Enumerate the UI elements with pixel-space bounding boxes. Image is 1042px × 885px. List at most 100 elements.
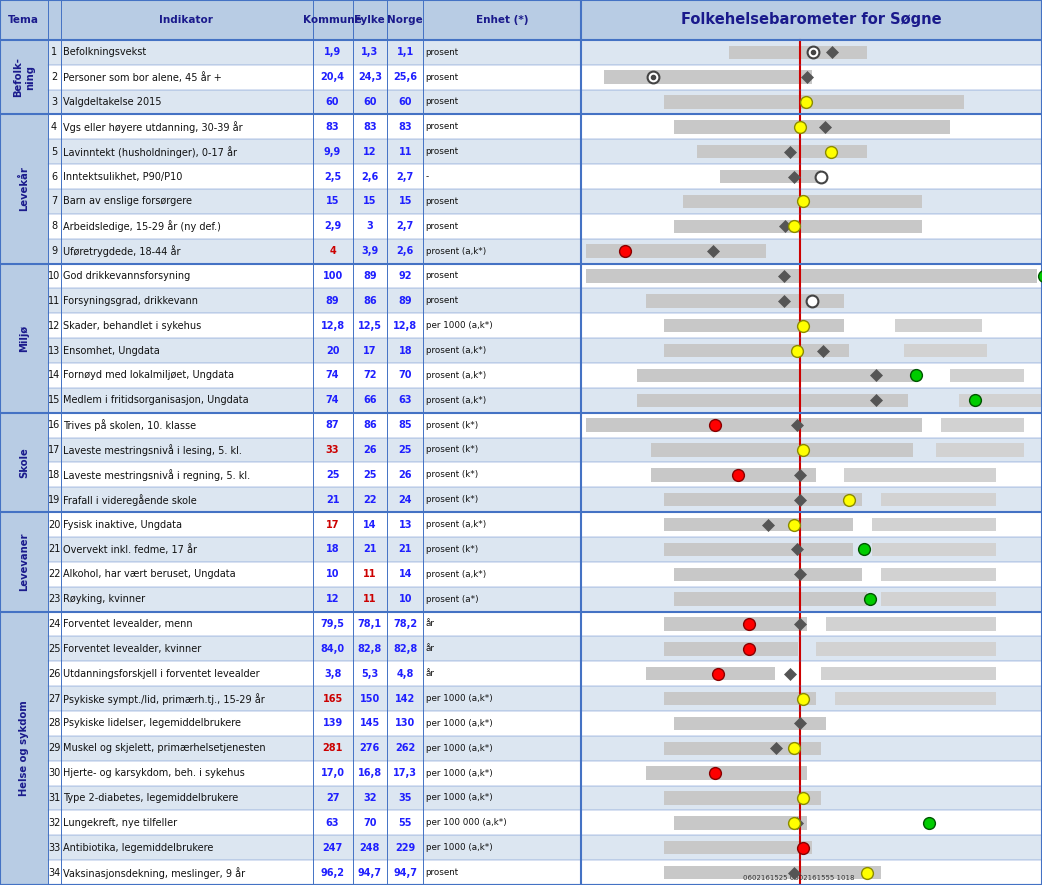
Text: 87: 87 xyxy=(326,420,340,430)
Text: Medlem i fritidsorganisasjon, Ungdata: Medlem i fritidsorganisasjon, Ungdata xyxy=(64,396,249,405)
Text: Trives på skolen, 10. klasse: Trives på skolen, 10. klasse xyxy=(64,419,197,431)
Text: Fornøyd med lokalmiljøet, Ungdata: Fornøyd med lokalmiljøet, Ungdata xyxy=(64,371,234,381)
Text: 13: 13 xyxy=(398,519,412,529)
Bar xyxy=(48,612,581,636)
Bar xyxy=(604,71,812,84)
Bar xyxy=(48,860,581,885)
Text: 10: 10 xyxy=(398,594,412,604)
Text: Personer som bor alene, 45 år +: Personer som bor alene, 45 år + xyxy=(64,72,222,82)
Text: 17,0: 17,0 xyxy=(321,768,345,778)
Bar xyxy=(673,592,867,606)
Bar xyxy=(835,692,996,705)
Text: 12: 12 xyxy=(326,594,340,604)
Text: 3,8: 3,8 xyxy=(324,669,342,679)
Text: 7: 7 xyxy=(51,196,57,206)
Text: prosent: prosent xyxy=(425,222,458,231)
Text: 25: 25 xyxy=(48,644,60,654)
Text: prosent (a,k*): prosent (a,k*) xyxy=(425,396,486,404)
Bar xyxy=(581,860,1042,885)
Text: 150: 150 xyxy=(359,694,380,704)
Bar xyxy=(48,786,581,811)
Bar xyxy=(665,344,848,358)
Text: per 1000 (a,k*): per 1000 (a,k*) xyxy=(425,794,493,803)
Bar xyxy=(821,667,996,681)
Text: Folkehelsebarometer for Søgne: Folkehelsebarometer for Søgne xyxy=(681,12,942,27)
Text: 15: 15 xyxy=(326,196,340,206)
Text: 26: 26 xyxy=(48,669,60,679)
Bar xyxy=(581,313,1042,338)
Text: 20: 20 xyxy=(326,345,340,356)
Text: prosent (a,k*): prosent (a,k*) xyxy=(425,371,486,380)
Bar xyxy=(48,562,581,587)
Text: 60: 60 xyxy=(326,97,340,107)
Bar xyxy=(637,369,918,382)
Bar xyxy=(48,412,581,437)
Text: 9: 9 xyxy=(51,246,57,256)
Text: Laveste mestringsnivå i regning, 5. kl.: Laveste mestringsnivå i regning, 5. kl. xyxy=(64,469,250,481)
Text: 89: 89 xyxy=(326,296,340,306)
Text: Vaksinasjonsdekning, meslinger, 9 år: Vaksinasjonsdekning, meslinger, 9 år xyxy=(64,866,246,879)
Bar xyxy=(673,219,922,233)
Bar xyxy=(880,592,996,606)
Text: 11: 11 xyxy=(363,594,376,604)
Text: 32: 32 xyxy=(48,818,60,827)
Text: Fylke: Fylke xyxy=(354,15,386,25)
Text: Forsyningsgrad, drikkevann: Forsyningsgrad, drikkevann xyxy=(64,296,198,306)
Text: 26: 26 xyxy=(363,445,376,455)
Text: prosent: prosent xyxy=(425,272,458,281)
Bar xyxy=(650,468,816,481)
Text: 4,8: 4,8 xyxy=(397,669,414,679)
Text: 33: 33 xyxy=(326,445,340,455)
Text: 14: 14 xyxy=(48,371,60,381)
Bar xyxy=(581,437,1042,462)
Bar xyxy=(48,214,581,239)
Bar xyxy=(646,667,775,681)
Text: 29: 29 xyxy=(48,743,60,753)
Bar xyxy=(825,617,996,631)
Text: 21: 21 xyxy=(363,544,376,554)
Text: 31: 31 xyxy=(48,793,60,803)
Text: Norge: Norge xyxy=(388,15,423,25)
Text: Overvekt inkl. fedme, 17 år: Overvekt inkl. fedme, 17 år xyxy=(64,544,197,555)
Text: Miljø: Miljø xyxy=(19,325,29,351)
Bar xyxy=(637,394,909,407)
Bar xyxy=(959,394,1042,407)
Text: 1,3: 1,3 xyxy=(362,47,378,58)
Text: 74: 74 xyxy=(326,371,340,381)
Bar xyxy=(48,89,581,114)
Text: 60: 60 xyxy=(363,97,376,107)
Text: prosent: prosent xyxy=(425,868,458,877)
Text: 2,7: 2,7 xyxy=(397,172,414,181)
Bar xyxy=(581,686,1042,711)
Text: Psykiske lidelser, legemiddelbrukere: Psykiske lidelser, legemiddelbrukere xyxy=(64,719,242,728)
Bar xyxy=(665,617,808,631)
Bar xyxy=(665,96,964,109)
Bar xyxy=(48,40,581,65)
Text: prosent (k*): prosent (k*) xyxy=(425,545,478,554)
Text: 72: 72 xyxy=(363,371,376,381)
Bar xyxy=(581,488,1042,512)
Text: prosent (k*): prosent (k*) xyxy=(425,420,478,429)
Bar xyxy=(936,443,1023,457)
Bar xyxy=(48,711,581,735)
Bar xyxy=(0,114,48,264)
Bar xyxy=(48,488,581,512)
Bar xyxy=(48,388,581,412)
Bar xyxy=(665,518,853,531)
Text: 1,1: 1,1 xyxy=(397,47,414,58)
Text: Utdanningsforskjell i forventet levealder: Utdanningsforskjell i forventet levealde… xyxy=(64,669,260,679)
Bar xyxy=(48,363,581,388)
Text: 63: 63 xyxy=(398,396,412,405)
Text: 21: 21 xyxy=(398,544,412,554)
Text: prosent (k*): prosent (k*) xyxy=(425,496,478,504)
Bar xyxy=(48,437,581,462)
Bar xyxy=(581,636,1042,661)
Text: prosent (k*): prosent (k*) xyxy=(425,445,478,455)
Text: 15: 15 xyxy=(398,196,412,206)
Text: 2,7: 2,7 xyxy=(397,221,414,231)
Bar xyxy=(581,289,1042,313)
Bar xyxy=(581,388,1042,412)
Text: 25: 25 xyxy=(363,470,376,480)
Text: Lavinntekt (husholdninger), 0-17 år: Lavinntekt (husholdninger), 0-17 år xyxy=(64,146,238,158)
Text: prosent (a,k*): prosent (a,k*) xyxy=(425,346,486,355)
